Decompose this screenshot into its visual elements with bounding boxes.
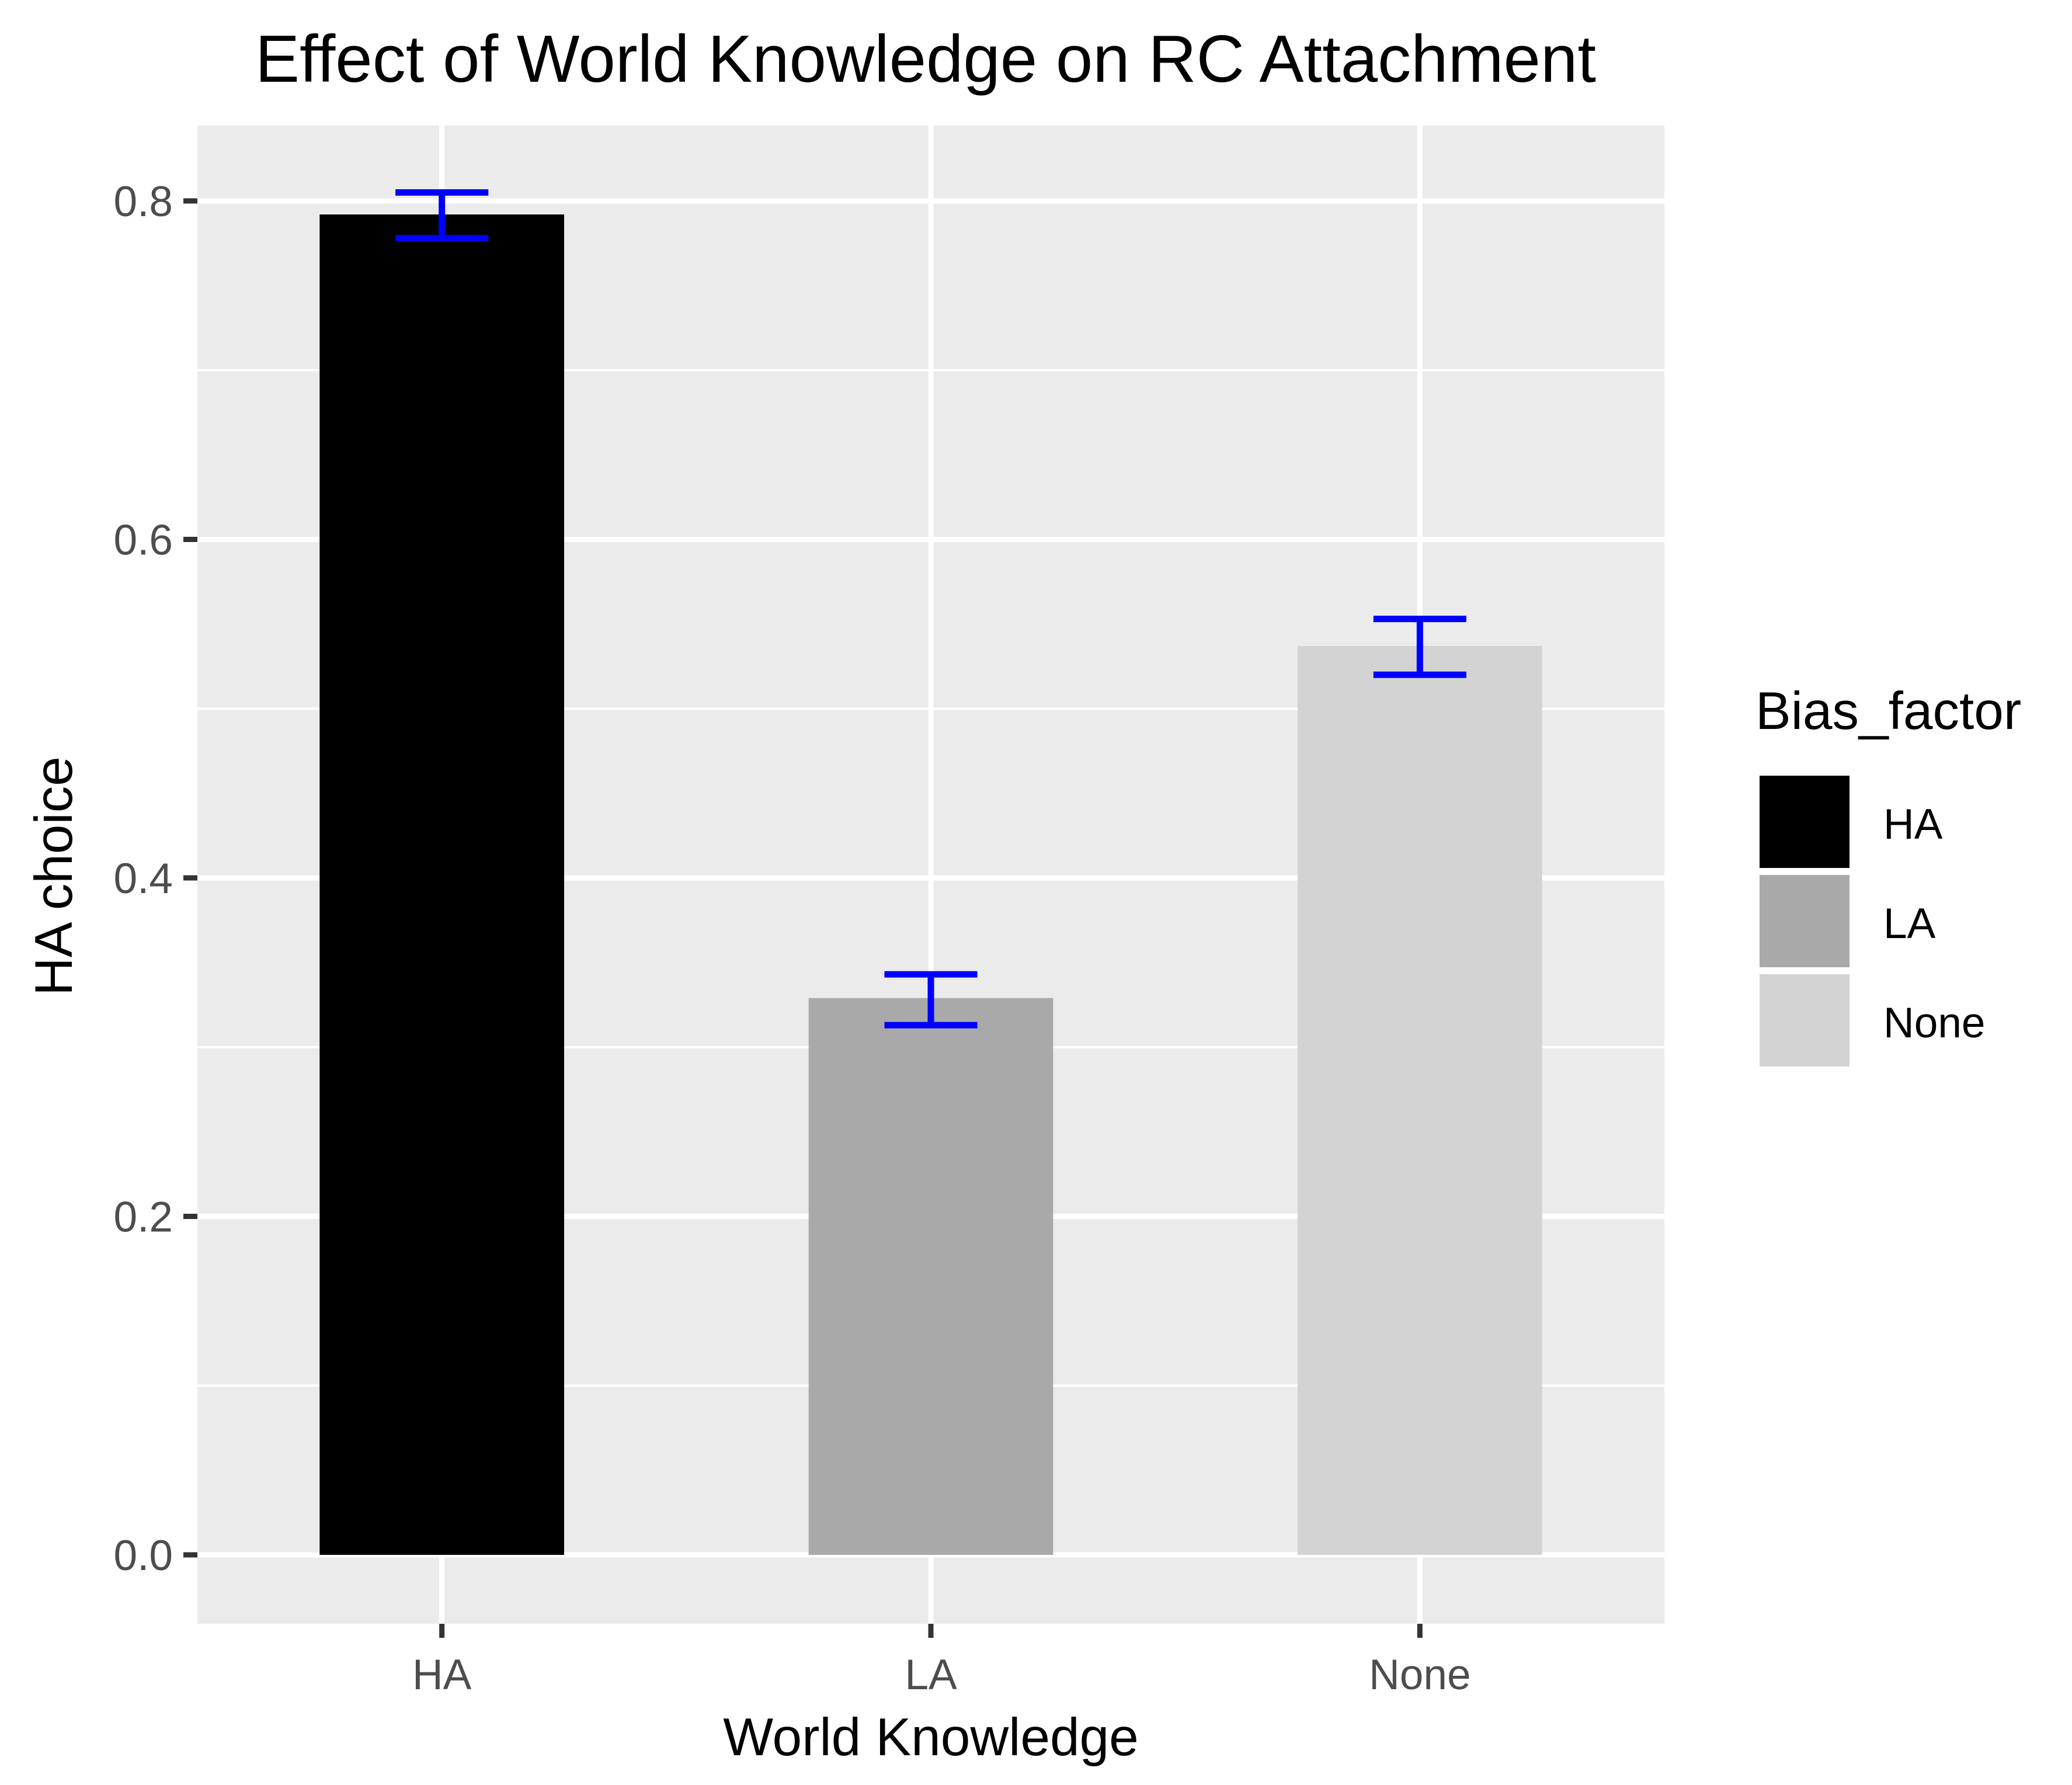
legend-key-ha	[1756, 772, 1853, 871]
x-tick-label: LA	[905, 1651, 957, 1699]
plot-panel: 0.0 0.2 0.4 0.6 0.8 HA LA None	[114, 126, 1664, 1699]
y-tick-label: 0.2	[114, 1194, 173, 1241]
bar-none	[1298, 646, 1542, 1555]
y-tick-label: 0.4	[114, 855, 173, 902]
error-bar-none	[1373, 616, 1466, 678]
chart-title: Effect of World Knowledge on RC Attachme…	[255, 22, 1596, 96]
bar-la	[808, 998, 1054, 1555]
y-tick-label: 0.6	[114, 517, 173, 564]
legend-key-la	[1756, 871, 1853, 971]
y-tick-label: 0.0	[114, 1532, 173, 1579]
legend: Bias_factor HA LA None	[1755, 682, 2021, 1070]
y-axis-title: HA choice	[25, 756, 84, 996]
x-tick-label: None	[1369, 1651, 1471, 1699]
legend-key-none	[1756, 971, 1853, 1070]
bar-ha	[319, 214, 564, 1555]
error-bar-ha	[395, 189, 489, 242]
x-axis-title: World Knowledge	[723, 1708, 1139, 1767]
legend-title: Bias_factor	[1755, 682, 2021, 741]
legend-label-none: None	[1883, 999, 1986, 1047]
legend-label-ha: HA	[1883, 801, 1943, 848]
error-bar-la	[884, 971, 978, 1029]
x-tick-label: HA	[412, 1651, 472, 1699]
y-tick-label: 0.8	[114, 178, 173, 225]
legend-label-la: LA	[1883, 900, 1936, 947]
